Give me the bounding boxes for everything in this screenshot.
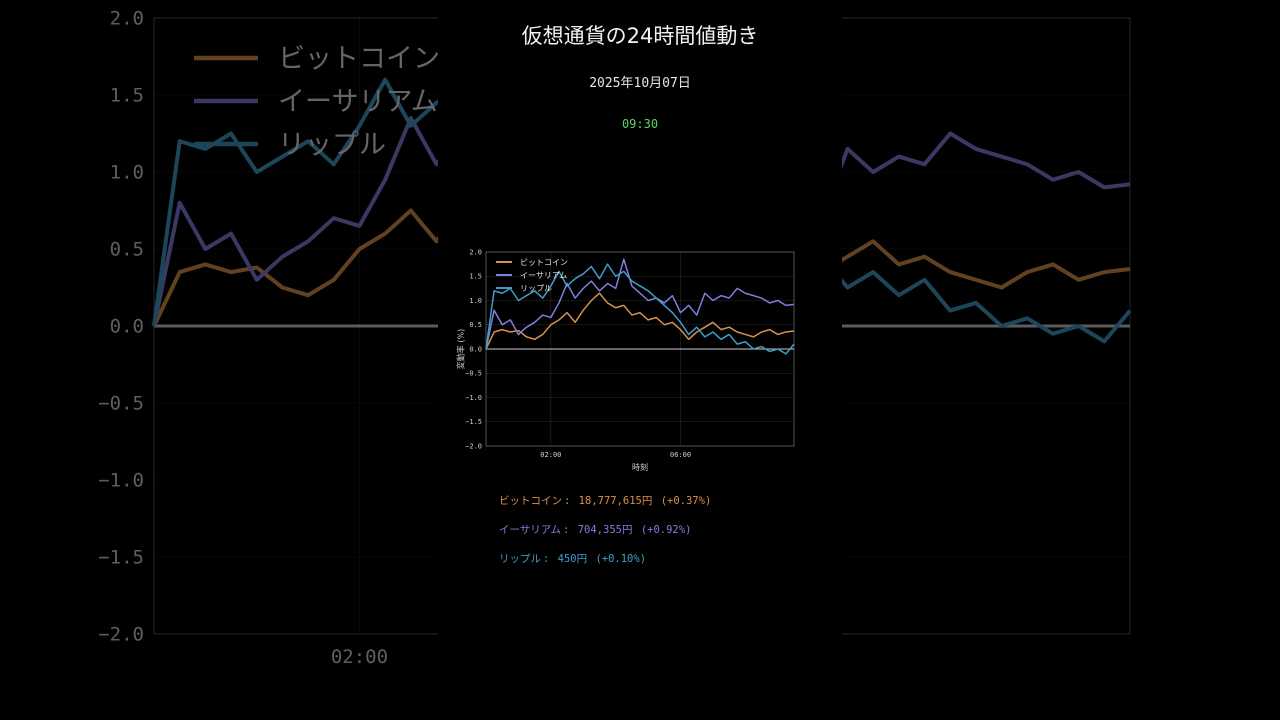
series-line-2 [485,263,795,355]
y-tick-label-5: 0.5 [469,321,482,329]
ticker-eth: イーサリアム: 704,355円 (+0.92%) [499,524,692,536]
ticker-eth-change: (+0.92%) [640,524,692,536]
ticker-eth-price: 704,355円 [577,524,633,536]
series-line-1 [842,131,1131,190]
main-panel: 仮想通貨の24時間値動き 2025年10月07日 09:30 −2.0 −1.5−… [438,0,842,720]
y-tick-label-4: 0.0 [110,316,144,338]
legend-label-2: リップル [278,129,386,160]
x-axis-label: 時刻 [632,462,648,472]
series-line-1 [152,116,438,327]
price-change-chart: −2.0 −1.5 −1.0 −0.5 0.0 0.5 1.0 1.5 2.0 02:00 06:0… [456,248,795,472]
series-line-2 [842,270,1132,344]
y-tick-label-8: 2.0 [469,248,482,256]
y-tick-label-3: −0.5 [98,393,144,415]
series-line-0 [485,292,795,350]
y-tick-label-8: 2.0 [110,8,144,30]
y-tick-label-1: −1.5 [98,547,144,569]
y-tick-label-6: 1.0 [469,297,482,305]
y-tick-label-3: −0.5 [465,370,482,378]
ticker-eth-name: イーサリアム [499,524,562,536]
y-tick-label-7: 1.5 [110,85,144,107]
x-tick-label-1: 06:00 [670,451,691,459]
y-axis-label: 変動率 (%) [456,329,466,369]
plot-frame [842,17,1131,635]
time-label: 09:30 [621,117,659,131]
y-tick-label-5: 0.5 [110,239,144,261]
legend-label-2: リップル [520,284,552,293]
page-title: 仮想通貨の24時間値動き [521,24,759,48]
y-tick-label-4: 0.0 [469,345,482,353]
x-tick-label-0: 02:00 [540,451,561,459]
series-line-0 [152,208,438,327]
background-chart-left: −2.0−1.5−1.0−0.50.00.51.01.52.002:0006:0… [0,0,438,720]
background-chart-right-canvas: −2.0−1.5−1.0−0.50.00.51.01.52.002:0006:0… [842,17,1132,635]
ticker-btc-price: 18,777,615円 [578,495,653,507]
ticker-xrp-name: リップル [499,553,541,565]
plot-frame [153,17,438,635]
y-tick-label-0: −2.0 [465,442,482,450]
background-chart-left-canvas: −2.0−1.5−1.0−0.50.00.51.01.52.002:0006:0… [98,8,438,668]
series-line-2 [152,77,438,327]
ticker-xrp-price: 450円 [557,553,588,565]
x-tick-label-0: 02:00 [331,646,388,668]
series-line-0 [842,239,1131,290]
y-tick-label-1: −1.5 [465,418,482,426]
y-tick-label-2: −1.0 [465,394,482,402]
y-tick-label-2: −1.0 [98,470,144,492]
legend-label-0: ビットコイン [520,258,568,267]
ticker-btc: ビットコイン: 18,777,615円 (+0.37%) [499,495,712,507]
background-chart-right: −2.0−1.5−1.0−0.50.00.51.01.52.002:0006:0… [842,0,1280,720]
legend-label-1: イーサリアム [278,86,438,117]
ticker-xrp-change: (+0.10%) [595,553,647,565]
date-label: 2025年10月07日 [589,76,691,91]
ticker-btc-change: (+0.37%) [660,495,712,507]
series-line-1 [485,258,795,350]
y-tick-label-0: −2.0 [98,624,144,646]
y-tick-label-7: 1.5 [469,273,482,281]
ticker-xrp: リップル: 450円 (+0.10%) [499,553,647,565]
legend-label-1: イーサリアム [520,271,567,280]
ticker-btc-name: ビットコイン [499,495,562,507]
y-tick-label-6: 1.0 [110,162,144,184]
legend-label-0: ビットコイン [278,43,438,74]
